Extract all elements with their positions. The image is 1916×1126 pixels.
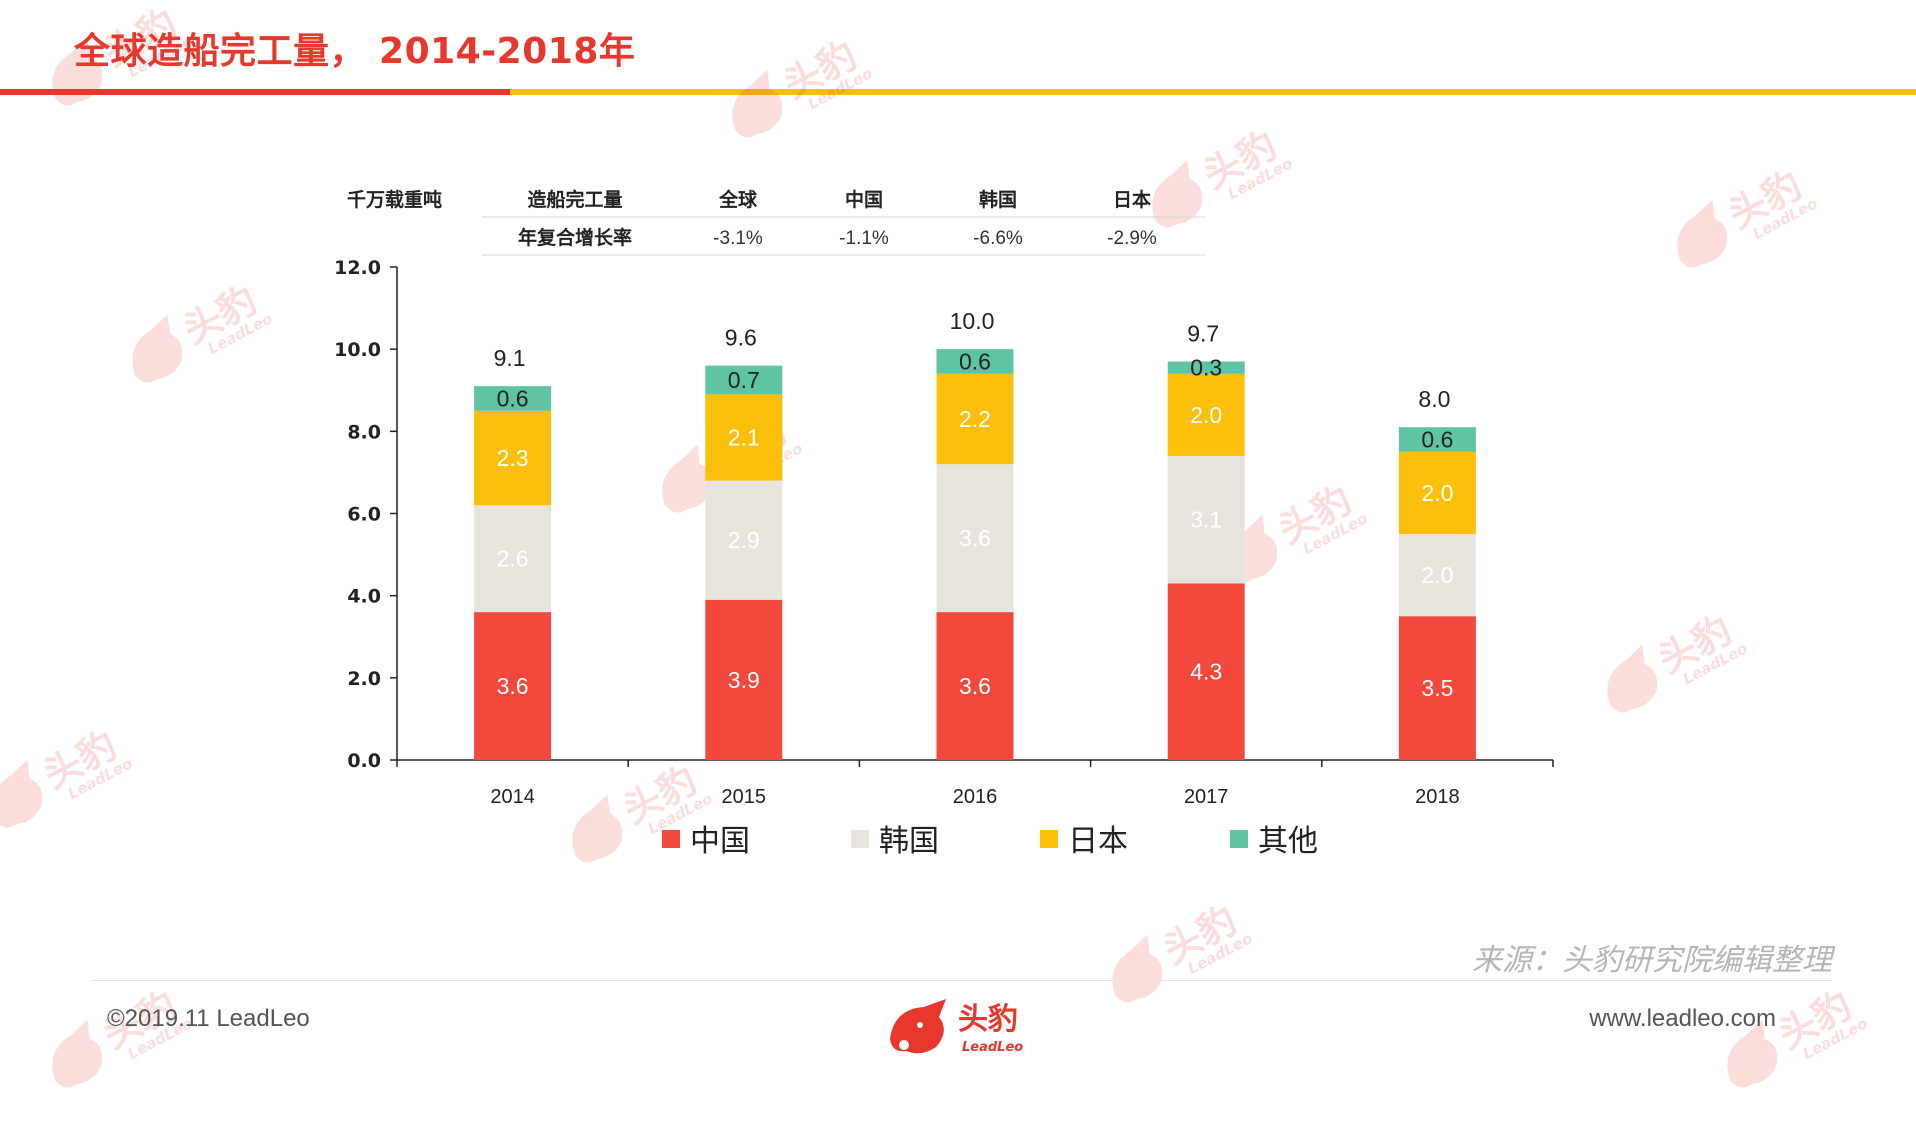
stacked-bar-chart: 0.0 2.0 4.0 6.0 8.0 10.0 12.0 千万载重吨 2014 3.6 2.6 2.… [334, 188, 1554, 859]
bar-segment [474, 410, 552, 506]
x-tick-label: 2014 [490, 786, 535, 808]
title-rule-yellow [510, 89, 1916, 95]
legend-label: 其他 [1258, 824, 1318, 859]
svg-text:头豹: 头豹 [958, 1002, 1018, 1037]
data-label: 3.6 [959, 525, 991, 551]
bar-segment [1167, 583, 1245, 760]
data-label: 0.6 [959, 348, 991, 374]
data-label: 3.6 [497, 673, 529, 699]
y-tick-label: 8.0 [347, 421, 381, 443]
cagr-column-header: 日本 [1113, 188, 1151, 211]
data-label: 3.5 [1421, 675, 1453, 701]
total-label: 8.0 [1418, 386, 1450, 412]
legend-swatch [851, 830, 869, 848]
legend-label: 韩国 [879, 824, 939, 859]
bar-segment [936, 464, 1014, 613]
bar-segment [1398, 534, 1476, 617]
bar-segment [1167, 361, 1245, 374]
footer-divider [92, 980, 1832, 981]
total-label: 10.0 [950, 308, 995, 334]
legend-swatch [1230, 830, 1248, 848]
leadleo-logo: 头豹 LeadLeo [890, 999, 1023, 1055]
cagr-value: -2.9% [1107, 228, 1157, 249]
bar-segment [705, 599, 783, 760]
copyright: ©2019.11 LeadLeo [107, 1005, 310, 1032]
data-label: 2.9 [728, 527, 760, 553]
data-label: 0.7 [728, 367, 760, 393]
bar-segment [1167, 373, 1245, 456]
title-rule-red [0, 89, 510, 95]
y-tick-label: 0.0 [347, 750, 381, 772]
data-label: 3.6 [959, 673, 991, 699]
data-label: 2.0 [1190, 402, 1222, 428]
legend-label: 中国 [690, 824, 750, 859]
bar-segment [474, 505, 552, 613]
svg-text:LeadLeo: LeadLeo [962, 1040, 1023, 1055]
cagr-value: -6.6% [973, 228, 1023, 249]
cagr-column-header: 韩国 [979, 188, 1017, 211]
legend-label: 日本 [1068, 824, 1128, 859]
data-label: 2.1 [728, 424, 760, 450]
y-tick-label: 2.0 [347, 668, 381, 690]
cagr-value: -3.1% [713, 228, 763, 249]
y-tick-label: 6.0 [347, 504, 381, 526]
bar-segment [936, 349, 1014, 374]
data-label: 0.6 [497, 385, 529, 411]
data-label: 2.0 [1421, 562, 1453, 588]
bar-segment [705, 394, 783, 481]
cagr-column-header: 中国 [845, 188, 883, 211]
bar-segment [1167, 455, 1245, 584]
bar-segment [474, 612, 552, 760]
cagr-row-label: 年复合增长率 [518, 226, 632, 249]
cagr-column-header: 全球 [718, 188, 758, 211]
y-tick-label: 12.0 [334, 257, 381, 279]
data-label: 2.6 [497, 546, 529, 572]
cagr-header-label: 造船完工量 [527, 188, 622, 211]
bar-segment [936, 612, 1014, 760]
data-label: 0.6 [1421, 427, 1453, 453]
bar-segment [1398, 451, 1476, 535]
data-label: 2.3 [497, 445, 529, 471]
x-tick-label: 2017 [1184, 786, 1229, 808]
source-note: 来源：头豹研究院编辑整理 [1472, 943, 1832, 978]
x-tick-label: 2016 [953, 786, 998, 808]
total-label: 9.7 [1187, 320, 1219, 346]
bar-segment [1398, 427, 1476, 452]
data-label: 2.2 [959, 406, 991, 432]
website-url[interactable]: www.leadleo.com [1589, 1005, 1776, 1032]
cagr-value: -1.1% [839, 228, 889, 249]
y-tick-label: 4.0 [347, 586, 381, 608]
data-label: 3.9 [728, 667, 760, 693]
x-tick-label: 2015 [722, 786, 767, 808]
y-axis-label: 千万载重吨 [347, 188, 442, 211]
bar-segment [474, 386, 552, 411]
data-label: 2.0 [1421, 480, 1453, 506]
data-label: 0.3 [1190, 355, 1222, 381]
x-tick-label: 2018 [1415, 786, 1460, 808]
legend-swatch [1040, 830, 1058, 848]
legend-swatch [662, 830, 680, 848]
bar-segment [936, 373, 1014, 465]
total-label: 9.1 [494, 345, 526, 371]
bar-segment [705, 365, 783, 395]
bar-segment [705, 480, 783, 600]
data-label: 3.1 [1190, 507, 1222, 533]
data-label: 4.3 [1190, 659, 1222, 685]
page-title: 全球造船完工量， 2014-2018年 [74, 31, 636, 72]
total-label: 9.6 [725, 325, 757, 351]
y-tick-label: 10.0 [334, 339, 381, 361]
bar-segment [1398, 616, 1476, 760]
